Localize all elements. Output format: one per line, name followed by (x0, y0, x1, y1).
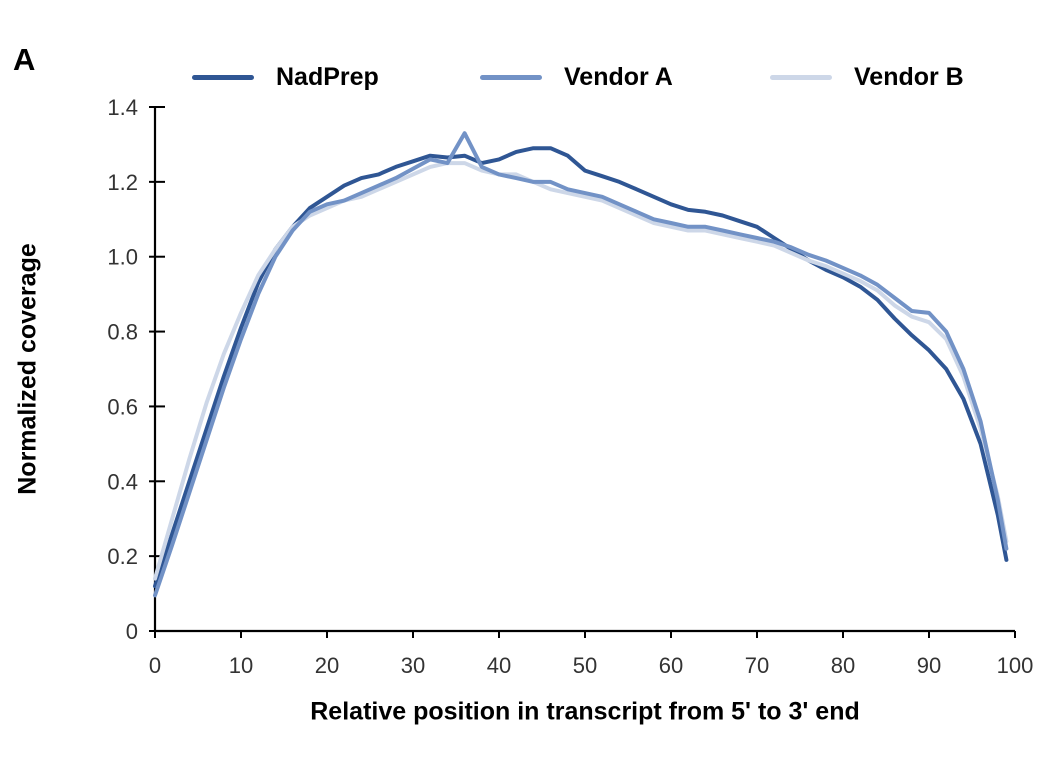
legend-label-nadprep: NadPrep (276, 62, 379, 91)
y-tick-label: 0.6 (107, 394, 138, 419)
legend-label-vendor-a: Vendor A (564, 62, 673, 91)
legend-item-vendor-b: Vendor B (770, 62, 964, 92)
x-tick-label: 90 (917, 653, 941, 678)
x-tick-label: 40 (487, 653, 511, 678)
series-line-vendor-a (153, 131, 1009, 598)
y-tick-label: 0 (126, 619, 138, 644)
x-tick-label: 100 (997, 653, 1034, 678)
y-tick-label: 0.8 (107, 320, 138, 345)
x-tick-label: 80 (831, 653, 855, 678)
x-tick-label: 30 (401, 653, 425, 678)
legend-label-vendor-b: Vendor B (854, 62, 964, 91)
y-tick-label: 1.0 (107, 245, 138, 270)
y-tick-label: 1.2 (107, 170, 138, 195)
nadprep-line-swatch-icon (192, 74, 254, 80)
x-tick-label: 0 (149, 653, 161, 678)
y-axis-title: Normalized coverage (13, 243, 42, 495)
x-tick-label: 60 (659, 653, 683, 678)
x-tick-label: 20 (315, 653, 339, 678)
y-tick-label: 1.4 (107, 95, 138, 120)
panel-label: A (13, 42, 36, 77)
x-tick-label: 10 (229, 653, 253, 678)
legend-item-nadprep: NadPrep (192, 62, 379, 92)
series-line-vendor-b (153, 161, 1009, 581)
y-tick-label: 0.4 (107, 469, 138, 494)
vendor-a-line-swatch-icon (480, 74, 542, 80)
legend-item-vendor-a: Vendor A (480, 62, 673, 92)
x-axis-title: Relative position in transcript from 5' … (310, 697, 860, 726)
x-tick-label: 50 (573, 653, 597, 678)
x-tick-label: 70 (745, 653, 769, 678)
series-line-nadprep (153, 146, 1009, 589)
y-tick-label: 0.2 (107, 544, 138, 569)
vendor-b-line-swatch-icon (770, 74, 832, 80)
